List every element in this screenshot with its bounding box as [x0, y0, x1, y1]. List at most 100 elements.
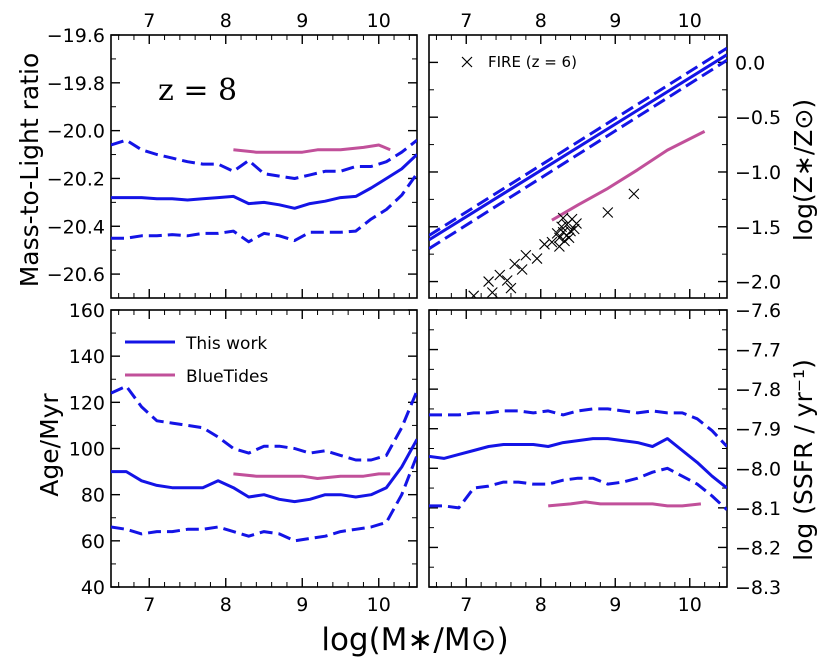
panel-top-right: 7 8 9 10 0.0 −0.5 −1.0 −1.5 −2.0	[428, 10, 781, 299]
redshift-annotation: z = 8	[158, 73, 237, 108]
ytick-label-bottom-left-3: 100	[69, 439, 105, 461]
xtick-label-bottom-right-1: 8	[535, 594, 547, 616]
ytick-label-bottom-left-1: 140	[69, 346, 105, 368]
line-bottom-left-this-work-upper	[111, 384, 417, 462]
fire-point	[531, 253, 543, 264]
fire-point	[516, 264, 528, 275]
ylabel-top-right: log(Z∗/Z⊙)	[789, 99, 818, 241]
xtick-label-top-right-0: 7	[460, 10, 472, 32]
line-top-right-this-work-lower	[429, 58, 727, 250]
line-top-left-bluetides	[233, 143, 391, 154]
ytick-label-bottom-right-2: −7.8	[735, 379, 781, 401]
plot-area-top-left: 7 8 9 10 −19.6 −19.8 −20.0 −20.2 −20.4 −20.6	[47, 10, 418, 299]
plot-area-bottom-right: 7 8 9 10 −7.6 −7.7 −7.8 −7.9 −8.0 −8.1 −8.2 −8.3	[428, 300, 781, 616]
xtick-label-bottom-left-1: 8	[220, 594, 232, 616]
ytick-label-bottom-right-3: −7.9	[735, 419, 781, 441]
ylabel-bottom-right: log (SSFR / yr⁻¹)	[789, 359, 818, 561]
fire-legend: FIRE (z = 6)	[461, 53, 577, 71]
ytick-label-top-left-1: −19.8	[47, 73, 105, 95]
x-axis-label: log(M∗/M⊙)	[321, 622, 508, 658]
panel-bottom-right: 7 8 9 10 −7.6 −7.7 −7.8 −7.9 −8.0 −8.1 −8.2 −8.3	[428, 300, 781, 616]
fire-point	[494, 269, 506, 281]
series-group-bottom-left	[111, 384, 417, 543]
line-bottom-right-this-work-median	[429, 437, 727, 490]
ytick-label-bottom-right-4: −8.0	[735, 458, 781, 480]
frame-bottom-right	[428, 309, 728, 588]
fire-point	[557, 212, 569, 224]
ytick-label-bottom-left-0: 160	[69, 300, 105, 322]
series-group-bottom-right	[429, 407, 727, 511]
ytick-label-bottom-right-7: −8.3	[735, 577, 781, 599]
xtick-label-top-right-1: 8	[535, 10, 547, 32]
ytick-label-top-left-2: −20.0	[47, 121, 105, 143]
fire-point	[539, 238, 550, 250]
line-bottom-left-this-work-lower	[111, 454, 417, 543]
fire-point	[561, 230, 573, 241]
fire-point	[602, 207, 614, 218]
ytick-label-bottom-left-6: 40	[81, 577, 105, 599]
fire-legend-marker	[461, 56, 473, 68]
panel-bottom-left: 7 8 9 10 160 140 120 100 80 60 40	[69, 300, 418, 616]
ytick-label-top-right-3: −1.5	[735, 217, 781, 239]
ytick-label-top-right-2: −1.0	[735, 162, 781, 184]
plot-area-bottom-left: 7 8 9 10 160 140 120 100 80 60 40	[69, 300, 418, 616]
xtick-label-bottom-right-0: 7	[460, 594, 472, 616]
xtick-label-top-right-2: 9	[609, 10, 621, 32]
line-top-left-this-work-upper	[111, 138, 417, 180]
fire-point	[546, 236, 558, 248]
ylabel-bottom-left: Age/Myr	[35, 393, 64, 497]
ytick-label-top-left-4: −20.4	[47, 216, 105, 238]
line-top-right-bluetides	[551, 130, 706, 222]
fire-point	[553, 241, 565, 252]
fire-point	[571, 218, 582, 229]
xtick-label-top-left-1: 8	[220, 10, 232, 32]
plot-area-top-right: 7 8 9 10 0.0 −0.5 −1.0 −1.5 −2.0	[428, 10, 781, 299]
ytick-label-top-right-1: −0.5	[735, 107, 781, 129]
ytick-label-bottom-left-4: 80	[81, 485, 105, 507]
fire-point	[468, 290, 480, 298]
fire-point	[628, 188, 640, 200]
xtick-label-bottom-left-3: 10	[367, 594, 391, 616]
xtick-label-bottom-right-2: 9	[609, 594, 621, 616]
ytick-label-bottom-left-2: 120	[69, 392, 105, 414]
line-top-left-this-work-median	[111, 153, 417, 210]
frame-top-right	[428, 34, 728, 299]
ytick-label-bottom-right-0: −7.6	[735, 300, 781, 322]
fire-point	[520, 249, 532, 261]
xtick-label-top-left-0: 7	[143, 10, 155, 32]
xtick-label-top-left-2: 9	[296, 10, 308, 32]
ytick-label-top-left-3: −20.2	[47, 168, 105, 190]
fire-point	[483, 276, 494, 287]
legend: This work BlueTides	[125, 334, 268, 387]
ytick-label-top-right-0: 0.0	[735, 52, 765, 74]
line-bottom-left-this-work-median	[111, 438, 417, 504]
xtick-label-bottom-left-0: 7	[143, 594, 155, 616]
line-top-right-this-work-median	[429, 53, 727, 242]
xtick-label-bottom-left-2: 9	[296, 594, 308, 616]
panel-top-left: 7 8 9 10 −19.6 −19.8 −20.0 −20.2 −20.4 −20.6	[47, 10, 418, 299]
ytick-label-top-right-4: −2.0	[735, 272, 781, 294]
fire-point	[509, 258, 521, 270]
ytick-label-bottom-right-6: −8.2	[735, 537, 781, 559]
fire-legend-label: FIRE (z = 6)	[488, 53, 577, 71]
xtick-label-top-right-3: 10	[678, 10, 702, 32]
series-group-top-right	[429, 46, 727, 298]
fire-point	[501, 275, 513, 286]
xtick-label-bottom-right-3: 10	[678, 594, 702, 616]
ytick-label-bottom-right-5: −8.1	[735, 498, 781, 520]
line-top-left-this-work-lower	[111, 172, 417, 244]
line-bottom-right-this-work-lower	[429, 466, 727, 511]
ylabel-top-left: Mass-to-Light ratio	[15, 53, 44, 288]
legend-label-this-work: This work	[185, 334, 267, 354]
line-bottom-right-bluetides	[548, 500, 702, 508]
ytick-label-bottom-right-1: −7.7	[735, 340, 781, 362]
fire-point	[486, 287, 498, 298]
line-bottom-right-this-work-upper	[429, 407, 727, 448]
ytick-label-top-left-0: −19.6	[47, 25, 105, 47]
frame-top-left	[110, 34, 418, 299]
series-group-top-left	[111, 138, 417, 244]
line-top-right-this-work-upper	[429, 46, 727, 237]
fire-point	[505, 282, 517, 294]
ytick-label-bottom-left-5: 60	[81, 531, 105, 553]
